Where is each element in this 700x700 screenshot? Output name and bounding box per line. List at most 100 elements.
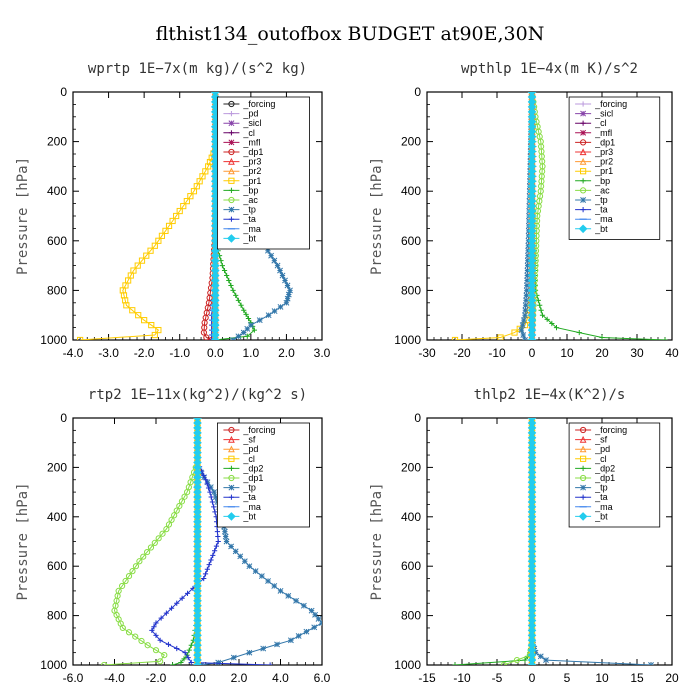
data-point: [209, 499, 216, 505]
legend-entry: _ta: [575, 492, 608, 502]
data-point: [245, 315, 252, 322]
legend-marker: [228, 445, 235, 453]
data-point: [163, 610, 169, 616]
data-point: [176, 502, 183, 510]
legend-marker: [580, 465, 586, 471]
legend-label: _bp: [594, 176, 610, 186]
data-point: [151, 242, 158, 249]
data-point: [287, 287, 293, 294]
legend-label: _cl: [242, 454, 255, 464]
data-point: [170, 662, 176, 665]
legend-entry: _forcing: [223, 425, 275, 435]
legend-label: _sf: [242, 435, 256, 445]
y-tick-label: 200: [47, 460, 67, 474]
data-point: [181, 656, 187, 662]
x-tick-label: 40: [665, 346, 679, 360]
data-point: [599, 334, 605, 340]
series-line: [104, 462, 198, 665]
legend-entry: _dp2: [575, 463, 615, 473]
legend-marker: [228, 130, 235, 136]
legend-label: _forcing: [594, 425, 627, 435]
data-point: [188, 642, 194, 648]
legend-entry: _ac: [223, 195, 258, 205]
legend-label: _pr1: [594, 166, 613, 176]
legend-label: _pd: [242, 109, 258, 119]
data-point: [214, 529, 221, 535]
data-point: [576, 329, 582, 336]
legend-label: _bp: [242, 185, 258, 195]
legend-entry: _sf: [223, 435, 256, 445]
legend-marker: [578, 224, 588, 234]
data-point: [520, 317, 527, 324]
data-point: [524, 267, 531, 274]
legend-entry: _forcing: [575, 425, 627, 435]
x-tick-label: 0: [529, 346, 536, 360]
x-tick-label: -20: [453, 346, 471, 360]
legend-label: _ac: [594, 185, 610, 195]
legend-entry: _pr2: [575, 157, 613, 167]
data-point: [522, 312, 528, 319]
x-tick-label: 15: [630, 671, 644, 685]
y-tick-label: 1000: [40, 658, 67, 672]
legend-entry: _bt: [575, 511, 608, 521]
figure-title: flthist134_outofbox BUDGET at90E,30N: [156, 23, 545, 45]
y-tick-label: 400: [401, 184, 421, 198]
data-point: [135, 312, 142, 319]
legend-label: _pr3: [242, 157, 261, 167]
series_bt: [527, 418, 537, 665]
data-point: [200, 329, 208, 336]
data-point: [532, 649, 539, 656]
data-point: [141, 317, 148, 324]
data-point: [527, 335, 537, 340]
data-point: [549, 320, 555, 327]
legend-entry: _pr1: [575, 166, 613, 176]
legend-label: _sicl: [242, 118, 261, 128]
legend-entry: _forcing: [575, 99, 627, 109]
data-point: [264, 247, 271, 254]
data-point: [77, 336, 84, 340]
data-point: [256, 317, 263, 324]
y-tick-label: 200: [401, 460, 421, 474]
y-tick-label: 600: [401, 234, 421, 248]
data-point: [274, 641, 280, 648]
data-point: [523, 287, 530, 294]
data-point: [155, 326, 162, 334]
data-point: [271, 583, 278, 589]
legend-entry: _tp: [575, 483, 608, 493]
data-point: [204, 481, 210, 487]
legend-marker: [228, 139, 235, 146]
data-point: [179, 595, 185, 601]
legend-marker: [228, 177, 235, 184]
legend-entry: _sicl: [223, 118, 261, 128]
data-point: [252, 568, 259, 575]
y-axis-label: Pressure [hPa]: [369, 482, 385, 600]
x-tick-label: 20: [595, 346, 609, 360]
data-point: [171, 512, 178, 519]
data-point: [522, 657, 528, 663]
data-point: [662, 337, 668, 340]
data-point: [520, 332, 527, 338]
data-point: [129, 568, 136, 575]
legend-label: _dp1: [594, 137, 615, 147]
data-point: [285, 592, 292, 599]
legend-entry: _ma: [223, 502, 261, 512]
legend-marker: [228, 120, 235, 127]
data-point: [207, 489, 213, 495]
x-tick-label: -10: [488, 346, 506, 360]
legend-label: _ta: [242, 214, 256, 224]
data-point: [119, 624, 126, 632]
legend-entry: _ma: [575, 214, 613, 224]
legend-marker: [580, 187, 587, 194]
legend-marker: [228, 435, 235, 443]
data-point: [173, 507, 180, 514]
data-point: [119, 582, 126, 590]
legend-entry: _pr3: [223, 157, 261, 167]
legend-label: _ma: [242, 502, 261, 512]
data-point: [524, 272, 531, 279]
data-point: [205, 485, 212, 491]
data-point: [500, 661, 508, 665]
data-point: [293, 597, 300, 604]
y-tick-label: 800: [47, 283, 67, 297]
legend-entry: _mfl: [575, 128, 612, 138]
